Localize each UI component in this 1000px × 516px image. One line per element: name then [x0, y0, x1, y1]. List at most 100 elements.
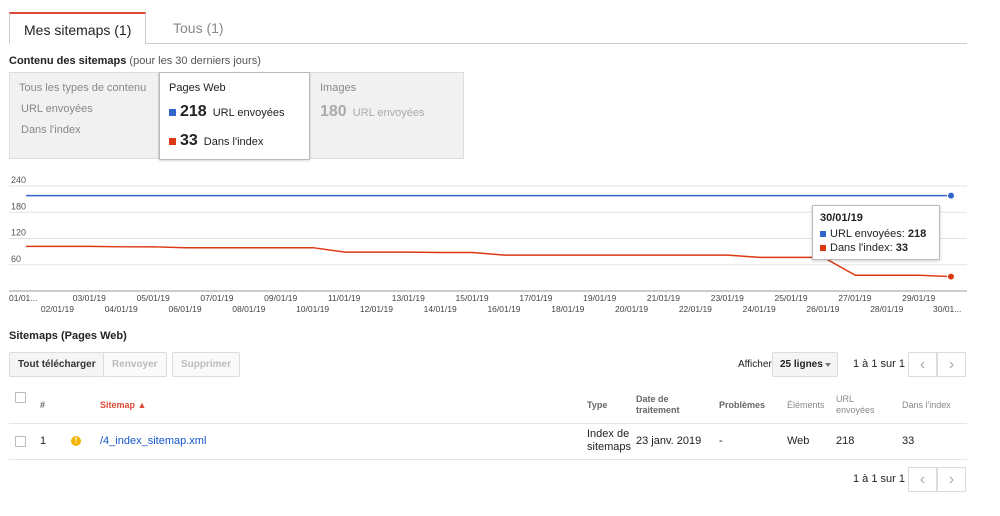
select-all-checkbox[interactable] [15, 392, 26, 403]
prev-page-button-bottom[interactable]: ‹ [908, 467, 937, 492]
download-all-button[interactable]: Tout télécharger [9, 352, 105, 377]
tab-my-sitemaps[interactable]: Mes sitemaps (1) [9, 12, 147, 45]
sitemap-link[interactable]: /4_index_sitemap.xml [100, 435, 207, 447]
x-tick-label: 15/01/19 [456, 293, 489, 303]
box-images-submitted-value: 180 [320, 103, 347, 120]
header-urls-line2: envoyées [836, 405, 875, 415]
chart-tooltip: 30/01/19 URL envoyées: 218 Dans l'index:… [812, 205, 940, 260]
x-tick-label: 25/01/19 [775, 293, 808, 303]
tooltip-indexed-value: 33 [895, 242, 908, 254]
header-urls-submitted: URL envoyées [836, 394, 875, 416]
resubmit-button[interactable]: Renvoyer [103, 352, 167, 377]
table-row[interactable]: 1 ! /4_index_sitemap.xml Index de sitema… [9, 424, 967, 460]
x-tick-label: 13/01/19 [392, 293, 425, 303]
pager-text-bottom: 1 à 1 sur 1 [853, 473, 905, 485]
warning-icon[interactable]: ! [71, 436, 81, 446]
content-section-title: Contenu des sitemaps (pour les 30 dernie… [9, 55, 261, 67]
box-web-submitted-row: 218 URL envoyées [169, 103, 284, 121]
x-tick-label: 12/01/19 [360, 304, 393, 314]
header-indexed: Dans l'index [902, 400, 951, 410]
x-tick-label: 17/01/19 [519, 293, 552, 303]
tooltip-submitted-swatch-icon [820, 231, 826, 237]
box-web-indexed-row: 33 Dans l'index [169, 132, 263, 150]
tooltip-submitted-row: URL envoyées: 218 [820, 227, 932, 241]
box-web-submitted-value: 218 [180, 103, 207, 120]
x-tick-label: 19/01/19 [583, 293, 616, 303]
box-web-submitted-label: URL envoyées [212, 107, 285, 119]
y-tick-label: 240 [11, 176, 26, 185]
header-date-line2: traitement [636, 405, 680, 415]
delete-button[interactable]: Supprimer [172, 352, 241, 377]
row-date: 23 janv. 2019 [636, 435, 702, 447]
x-tick-label: 24/01/19 [743, 304, 776, 314]
series-endpoint-0 [947, 191, 955, 200]
x-tick-label: 21/01/19 [647, 293, 680, 303]
series-endpoint-1 [947, 272, 955, 281]
tooltip-date: 30/01/19 [820, 212, 863, 224]
x-tick-label: 04/01/19 [105, 304, 138, 314]
box-web-indexed-label: Dans l'index [203, 136, 264, 148]
row-elements: Web [787, 435, 810, 447]
x-tick-label: 16/01/19 [487, 304, 520, 314]
chevron-right-icon: › [948, 356, 955, 373]
header-date-line1: Date de [636, 394, 669, 404]
row-type-line1: Index de [587, 428, 630, 440]
x-tick-label: 11/01/19 [328, 293, 361, 303]
x-tick-label: 01/01... [9, 293, 37, 303]
sitemap-line-chart: 240 180 120 60 01/01... 03/01/19 05/01/19 07/01… [9, 176, 967, 314]
tooltip-indexed-row: Dans l'index: 33 [820, 241, 932, 255]
row-type: Index de sitemaps [587, 428, 631, 454]
header-type[interactable]: Type [587, 400, 608, 410]
x-tick-label: 07/01/19 [200, 293, 233, 303]
header-number: # [40, 400, 46, 410]
box-images-submitted-label: URL envoyées [352, 107, 425, 119]
x-tick-label: 28/01/19 [870, 304, 903, 314]
row-type-line2: sitemaps [587, 441, 632, 453]
box-web-indexed-value: 33 [180, 132, 198, 149]
x-tick-label: 26/01/19 [806, 304, 839, 314]
content-type-all-box[interactable]: Tous les types de contenu URL envoyées D… [9, 72, 159, 159]
table-header: # Sitemap ▲ Type Date de traitement Prob… [9, 384, 967, 424]
box-web-title: Pages Web [169, 82, 226, 94]
series-line-1 [26, 245, 952, 278]
x-tick-label: 05/01/19 [137, 293, 170, 303]
header-elements: Éléments [787, 400, 825, 410]
box-all-title: Tous les types de contenu [19, 82, 147, 94]
chevron-down-icon [825, 363, 831, 367]
header-sitemap[interactable]: Sitemap ▲ [100, 400, 147, 410]
x-tick-label: 30/01... [933, 304, 961, 314]
tooltip-indexed-swatch-icon [820, 245, 826, 251]
x-tick-label: 10/01/19 [296, 304, 329, 314]
rows-per-page-select[interactable]: 25 lignes [772, 352, 838, 377]
header-problems[interactable]: Problèmes [719, 400, 766, 410]
tab-all-sitemaps[interactable]: Tous (1) [173, 20, 224, 36]
content-subtitle: (pour les 30 derniers jours) [129, 55, 261, 67]
row-checkbox[interactable] [15, 436, 26, 447]
next-page-button-bottom[interactable]: › [937, 467, 966, 492]
chevron-left-icon: ‹ [919, 356, 926, 373]
tooltip-submitted-value: 218 [907, 228, 927, 240]
tab-bar: Mes sitemaps (1) Tous (1) [9, 12, 967, 45]
content-type-web-box[interactable]: Pages Web 218 URL envoyées 33 Dans l'ind… [159, 72, 310, 160]
pager-text-top: 1 à 1 sur 1 [853, 358, 905, 370]
x-tick-label: 14/01/19 [424, 304, 457, 314]
box-images-title: Images [320, 82, 357, 94]
rows-per-page-label: Afficher [738, 359, 772, 370]
box-all-submitted: URL envoyées [21, 103, 93, 115]
tooltip-submitted-label: URL envoyées: [830, 228, 905, 240]
header-date[interactable]: Date de traitement [636, 394, 680, 416]
x-tick-label: 29/01/19 [902, 293, 935, 303]
content-type-images-box[interactable]: Images 180 URL envoyées [310, 72, 464, 159]
x-tick-label: 22/01/19 [679, 304, 712, 314]
x-tick-label: 09/01/19 [264, 293, 297, 303]
chevron-left-icon: ‹ [919, 471, 926, 488]
x-tick-label: 27/01/19 [838, 293, 871, 303]
next-page-button[interactable]: › [937, 352, 966, 377]
row-problems: - [719, 435, 723, 447]
x-tick-label: 20/01/19 [615, 304, 648, 314]
prev-page-button[interactable]: ‹ [908, 352, 937, 377]
indexed-swatch-icon [169, 138, 176, 145]
rows-per-page-value: 25 lignes [780, 359, 823, 370]
y-tick-label: 180 [11, 201, 26, 211]
x-tick-label: 23/01/19 [711, 293, 744, 303]
